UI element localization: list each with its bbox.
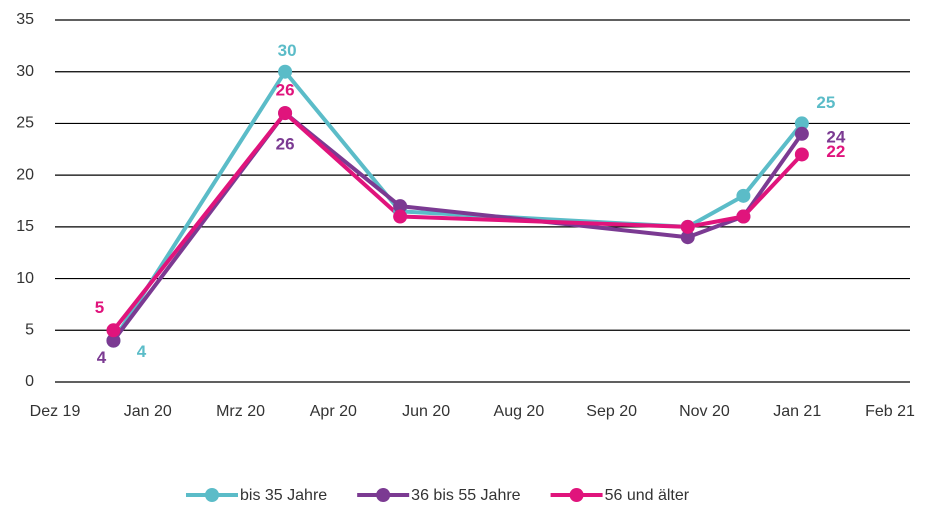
x-tick-label: Jun 20 <box>402 403 450 420</box>
x-tick-label: Mrz 20 <box>216 403 265 420</box>
point <box>393 209 408 224</box>
data-label: 4 <box>97 348 107 367</box>
y-tick-label: 25 <box>16 115 34 132</box>
point <box>106 323 121 338</box>
x-tick-label: Jan 20 <box>124 403 172 420</box>
y-tick-label: 15 <box>16 218 34 235</box>
data-label: 30 <box>278 41 297 60</box>
legend-label: 56 und älter <box>605 487 690 504</box>
legend-marker <box>205 488 219 502</box>
point <box>278 64 293 79</box>
y-tick-label: 10 <box>16 270 34 287</box>
point <box>794 126 809 141</box>
point <box>736 209 751 224</box>
series-line <box>111 111 804 332</box>
y-tick-label: 20 <box>16 166 34 183</box>
data-label: 26 <box>276 81 295 100</box>
data-label: 4 <box>137 342 147 361</box>
x-tick-label: Feb 21 <box>865 403 915 420</box>
point <box>680 219 695 234</box>
legend-label: 36 bis 55 Jahre <box>411 487 521 504</box>
point <box>393 199 408 214</box>
data-label: 5 <box>95 298 104 317</box>
x-tick-label: Dez 19 <box>30 403 81 420</box>
x-tick-label: Apr 20 <box>310 403 357 420</box>
legend-marker <box>376 488 391 502</box>
y-tick-label: 5 <box>25 322 34 339</box>
data-label: 25 <box>816 93 835 112</box>
x-tick-label: Jan 21 <box>773 403 821 420</box>
legend-label: bis 35 Jahre <box>240 487 327 504</box>
x-tick-label: Sep 20 <box>586 403 637 420</box>
point <box>680 230 695 245</box>
point <box>106 333 121 348</box>
point <box>794 147 809 162</box>
point <box>736 188 751 203</box>
y-tick-label: 0 <box>25 373 34 390</box>
series-line <box>111 69 804 342</box>
y-tick-label: 35 <box>16 11 34 28</box>
legend-marker <box>569 488 584 502</box>
data-label: 26 <box>276 135 295 154</box>
data-label: 24 <box>826 127 845 146</box>
data-label: 22 <box>826 142 845 161</box>
y-tick-label: 30 <box>16 63 34 80</box>
point <box>278 106 293 121</box>
point <box>794 116 809 131</box>
x-tick-label: Nov 20 <box>679 403 730 420</box>
x-tick-label: Aug 20 <box>494 403 545 420</box>
